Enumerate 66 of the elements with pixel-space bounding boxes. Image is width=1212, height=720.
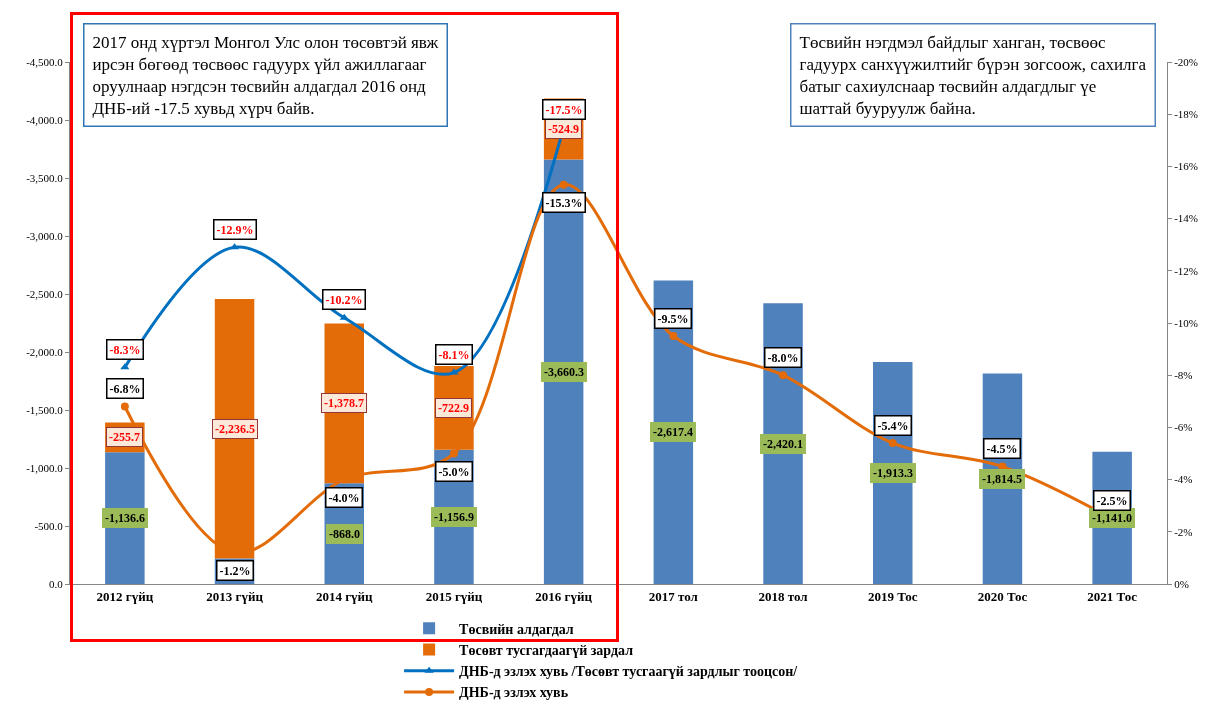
data-label: -10.2% xyxy=(325,292,363,307)
data-label: -868.0 xyxy=(329,527,360,541)
y2-tick-label: -16% xyxy=(1174,160,1199,173)
data-label: -2.5% xyxy=(1096,493,1128,508)
data-label: -1,141.0 xyxy=(1092,511,1132,525)
data-label: -6.8% xyxy=(109,381,141,396)
data-label: -8.0% xyxy=(767,350,799,365)
x-tick-label: 2013 гүйц xyxy=(206,588,264,604)
y-tick-label: -4,000.0 xyxy=(26,113,64,126)
y2-tick-label: -14% xyxy=(1174,212,1199,225)
x-tick-label: 2014 гүйц xyxy=(315,588,374,604)
x-tick-label: 2019 Тос xyxy=(867,588,918,604)
data-label: -524.9 xyxy=(548,122,579,136)
legend-label: ДНБ-д эзлэх хувь /Төсөвт тусгаагүй зардлыг тооцсон/ xyxy=(459,664,799,680)
data-label: -12.9% xyxy=(216,222,254,237)
annotation: Төсвийн нэгдмэл байдлыг ханган, төсвөөс гадуурх санхүүжилтийг бүрэн зогсоож, сахилга батыг сахиулснаар төсвийн алдагдлыг үе шаттай бууруулж байна. xyxy=(799,32,1147,118)
y2-tick-label: 0% xyxy=(1174,577,1189,590)
data-label: -1.2% xyxy=(219,563,251,578)
y-tick-label: -2,000.0 xyxy=(26,345,64,358)
x-tick-label: 2015 гүйц xyxy=(425,588,483,604)
y-tick-label: 0.0 xyxy=(49,577,64,590)
data-label: -8.1% xyxy=(438,347,470,362)
y2-tick-label: -8% xyxy=(1174,369,1193,382)
legend-label: Төсвийн алдагдал xyxy=(459,621,574,637)
y2-tick-label: -10% xyxy=(1174,316,1199,329)
x-tick-label: 2018 тол xyxy=(758,588,808,604)
y2-tick-label: -2% xyxy=(1174,525,1193,538)
data-label: -1,156.9 xyxy=(434,510,474,524)
y-tick-label: -1,500.0 xyxy=(26,403,64,416)
data-label: -17.5% xyxy=(545,102,583,117)
annotation: 2017 онд хүртэл Монгол Улс олон төсөвтэй явж ирсэн бөгөөд төсвөөс гадуурх үйл ажиллагааг оруулнаар нэгдсэн төсвийн алдагдал 2016 онд ДНБ-ий -17.5 хувьд хүрч байв. xyxy=(92,32,439,118)
x-tick-label: 2021 Тос xyxy=(1087,588,1138,604)
data-label: -1,136.6 xyxy=(105,511,145,525)
data-label: -255.7 xyxy=(109,430,140,444)
data-label: -1,814.5 xyxy=(982,472,1022,486)
y-tick-label: -1,000.0 xyxy=(26,461,64,474)
data-label: -2,420.1 xyxy=(763,437,803,451)
x-tick-label: 2012 гүйц xyxy=(96,588,154,604)
data-label: -722.9 xyxy=(438,401,469,415)
data-label: -4.5% xyxy=(986,441,1018,456)
data-label: -8.3% xyxy=(109,342,141,357)
data-label: -2,236.5 xyxy=(215,422,255,436)
y2-tick-label: -6% xyxy=(1174,421,1193,434)
y-tick-label: -4,500.0 xyxy=(26,55,64,68)
data-label: -1,913.3 xyxy=(873,466,913,480)
data-label: -1,378.7 xyxy=(324,396,364,410)
data-label: -9.5% xyxy=(657,311,689,326)
legend-label: Төсөвт тусгагдаагүй зардал xyxy=(459,642,634,658)
y-tick-label: -3,500.0 xyxy=(26,171,64,184)
y-tick-label: -500.0 xyxy=(34,519,64,532)
x-tick-label: 2016 гүйц xyxy=(535,588,593,604)
x-tick-label: 2020 Тос xyxy=(977,588,1028,604)
data-label: -5.4% xyxy=(877,418,909,433)
y-tick-label: -2,500.0 xyxy=(26,287,64,300)
y2-tick-label: -18% xyxy=(1174,108,1199,121)
data-label: -15.3% xyxy=(545,195,583,210)
data-label: -3,660.3 xyxy=(544,365,584,379)
y-tick-label: -3,000.0 xyxy=(26,229,64,242)
legend-label: ДНБ-д эзлэх хувь xyxy=(459,685,569,701)
x-tick-label: 2017 тол xyxy=(648,588,698,604)
y2-tick-label: -12% xyxy=(1174,264,1199,277)
y2-tick-label: -20% xyxy=(1174,55,1199,68)
data-label: -5.0% xyxy=(438,464,470,479)
data-label: -4.0% xyxy=(328,490,360,505)
y2-tick-label: -4% xyxy=(1174,473,1193,486)
data-label: -2,617.4 xyxy=(653,425,693,439)
